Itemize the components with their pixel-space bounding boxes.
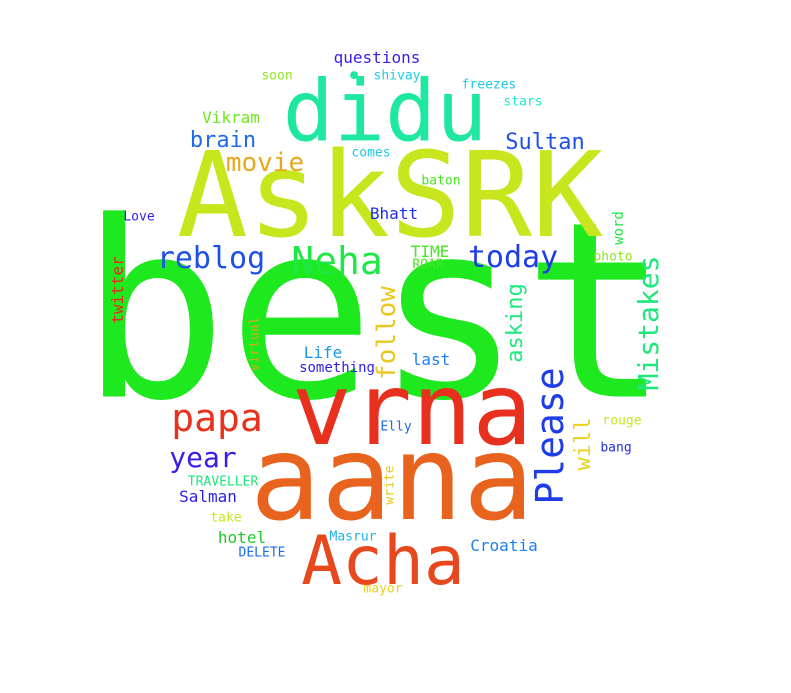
word-bang: bang <box>600 440 632 456</box>
word-rouge: rouge <box>602 413 642 429</box>
word-love: Love <box>123 209 155 225</box>
word-please: Please <box>528 367 572 505</box>
word-delete: DELETE <box>238 545 286 561</box>
word-freezes: freezes <box>461 77 517 93</box>
word-masrur: Masrur <box>329 529 377 545</box>
word-bullet: ● <box>350 67 358 83</box>
word-mayor: mayor <box>363 581 403 597</box>
word-soon: soon <box>261 68 293 84</box>
word-asksrk: AskSRK <box>176 126 604 264</box>
word-bhatt: Bhatt <box>369 204 419 223</box>
word-comes: comes <box>351 145 391 161</box>
word-vrna: vrna <box>291 351 533 468</box>
word-baton: baton <box>421 173 461 189</box>
word-papa: papa <box>171 396 263 440</box>
word-salman: Salman <box>179 487 237 506</box>
word-questions: questions <box>333 48 421 67</box>
word-croatia: Croatia <box>470 536 538 555</box>
word-follow: follow <box>372 286 402 380</box>
word-traveller: TRAVELLER <box>187 474 259 490</box>
word-didu: didu <box>282 62 488 162</box>
word-last: last <box>411 350 451 369</box>
word-year: year <box>169 441 237 474</box>
word-acha: Acha <box>301 522 465 601</box>
word-mistakes: Mistakes <box>632 255 665 391</box>
word-movie: movie <box>225 148 305 178</box>
word-life: Life <box>303 343 343 362</box>
word-today: today <box>467 240 559 275</box>
word-neha: Neha <box>291 239 383 283</box>
word-something: something <box>299 360 375 376</box>
word-vikram: Vikram <box>202 108 260 127</box>
word-stars: stars <box>503 94 543 110</box>
word-asking: asking <box>503 283 528 363</box>
word-elly: Elly <box>380 419 412 435</box>
word-write: write <box>382 465 398 505</box>
word-roar: ROAR <box>412 257 444 273</box>
word-word: word <box>611 211 627 245</box>
word-hotel: hotel <box>217 528 267 547</box>
word-will: will <box>571 417 596 471</box>
word-take: take <box>210 510 242 526</box>
word-time: TIME <box>410 242 450 261</box>
word-twitter: twitter <box>108 256 127 324</box>
word-aana: aana <box>249 409 535 547</box>
word-sultan: Sultan <box>505 130 585 155</box>
word-reblog: reblog <box>156 241 266 276</box>
word-virtual: virtual <box>247 316 263 372</box>
word-best: best <box>79 169 671 455</box>
word-photo: photo <box>593 249 633 265</box>
word-brain: brain <box>189 128 257 153</box>
word-shivay: shivay <box>373 68 421 84</box>
